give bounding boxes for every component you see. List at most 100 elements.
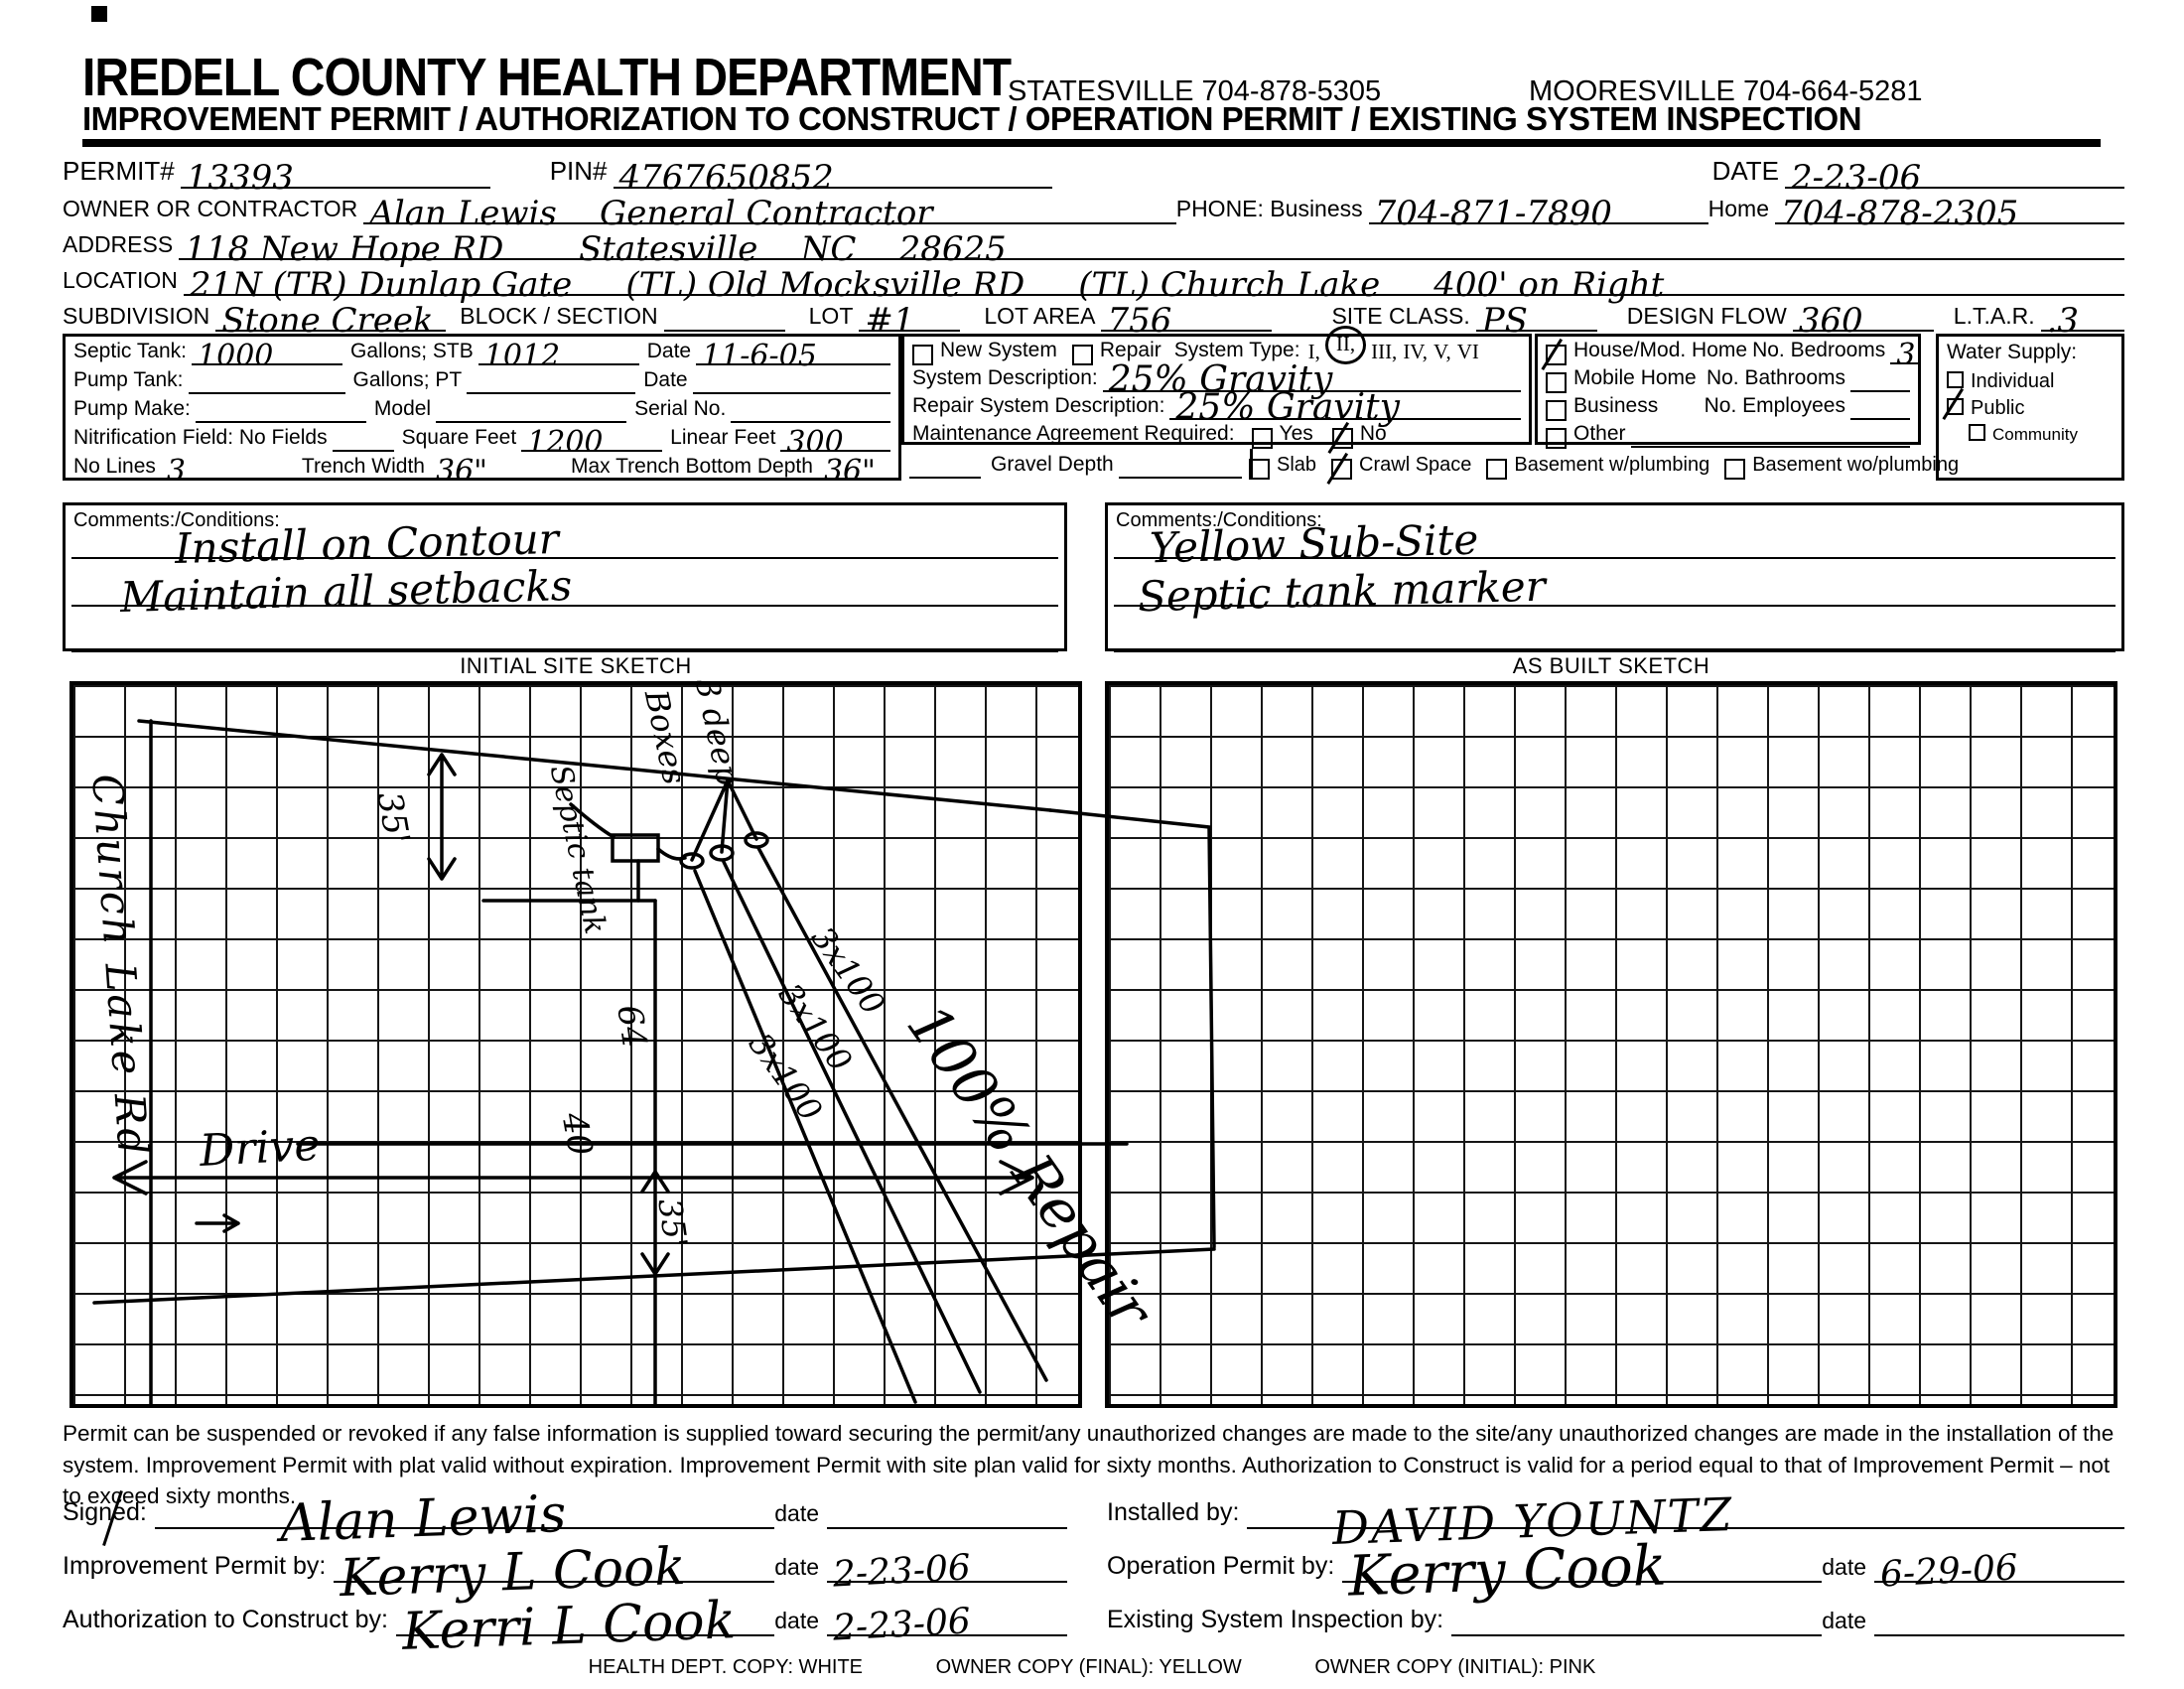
dimension-64-label: 64 (609, 1002, 654, 1051)
nitrification-row: Nitrification Field: No Fields Square Fe… (66, 423, 898, 460)
lot-area-field: 756 (1101, 304, 1273, 338)
drive-label: Drive (198, 1119, 322, 1177)
system-description-field: 25% Gravity (1102, 362, 1521, 398)
other-label: Other (1573, 422, 1626, 445)
maintenance-yes-label: Yes (1279, 422, 1313, 445)
phone-home-label: Home (1707, 196, 1769, 221)
max-depth-field: 36" (817, 457, 890, 487)
stb-date-label: Date (646, 340, 692, 362)
other-row: Other (1538, 420, 1918, 449)
business-row: Business No. Employees (1538, 392, 1918, 421)
repair-description-label: Repair System Description: (912, 394, 1165, 417)
existing-date-label: date (1822, 1608, 1866, 1633)
septic-tank-field: 1000 (192, 339, 343, 373)
signed-date-label: date (774, 1500, 819, 1526)
pump-make-row: Pump Make: Model Serial No. (66, 394, 898, 423)
operation-date-field: 6-29-06 (1874, 1548, 2124, 1596)
stb-field: 1012 (478, 339, 639, 373)
system-description-label: System Description: (912, 366, 1098, 389)
max-depth-label: Max Trench Bottom Depth (570, 455, 813, 478)
operation-permit-field: Kerry Cook (1342, 1533, 1823, 1609)
owner-field: Alan Lewis General Contractor (363, 197, 1176, 230)
pump-make-label: Pump Make: (73, 397, 191, 420)
maintenance-no-label: No (1359, 422, 1387, 445)
house-row: House/Mod. Home No. Bedrooms 3 (1538, 337, 1922, 370)
trench-width-label: Trench Width (301, 455, 425, 478)
pump-tank-field (188, 372, 345, 394)
legal-paragraph: Permit can be suspended or revoked if an… (63, 1421, 2115, 1508)
maintenance-no-checkbox (1331, 428, 1353, 449)
linear-feet-value: 300 (786, 425, 844, 460)
pin-value: 4767650852 (618, 158, 834, 199)
mobile-label: Mobile Home (1573, 366, 1697, 389)
phone-home-field: 704-878-2305 (1775, 197, 2124, 230)
owner-label: OWNER OR CONTRACTOR (63, 196, 358, 221)
septic-tank-value: 1000 (198, 339, 274, 373)
employees-field (1850, 398, 1910, 420)
site-class-field: PS (1475, 304, 1597, 338)
system-type-i: I, (1307, 340, 1320, 363)
maintenance-label: Maintenance Agreement Required: (912, 422, 1235, 445)
comment-line (1114, 650, 2116, 652)
repair-description-value: 25% Gravity (1175, 387, 1400, 429)
ltar-field: .3 (2040, 304, 2124, 338)
model-field (436, 401, 627, 423)
stb-value: 1012 (483, 339, 561, 373)
lot-area-value: 756 (1107, 301, 1172, 342)
basement-wo-plumbing-label: Basement wo/plumbing (1752, 454, 1960, 476)
crawl-space-label: Crawl Space (1359, 454, 1472, 476)
owner-value: Alan Lewis General Contractor (369, 194, 933, 234)
bedrooms-label: No. Bedrooms (1752, 339, 1886, 361)
existing-date-field (1874, 1615, 2124, 1636)
form-subtitle: IMPROVEMENT PERMIT / AUTHORIZATION TO CO… (82, 100, 1862, 137)
comments-left-line2: Maintain all setbacks (119, 561, 573, 622)
phone-business-value: 704-871-7890 (1374, 194, 1612, 234)
page-title: IREDELL COUNTY HEALTH DEPARTMENT (82, 49, 1012, 108)
existing-inspection-label: Existing System Inspection by: (1107, 1606, 1444, 1633)
subdivision-label: SUBDIVISION (63, 303, 210, 329)
comments-left-box: Comments:/Conditions: Install on Contour… (63, 502, 1067, 652)
no-lines-label: No Lines (73, 455, 156, 478)
square-feet-label: Square Feet (401, 426, 517, 449)
trench-width-field: 36" (429, 457, 561, 487)
community-checkbox (1969, 424, 1985, 441)
gravel-blank-field (909, 457, 981, 479)
title-underline (82, 139, 2101, 147)
stb-date-value: 11-6-05 (702, 339, 817, 373)
pin-field: 4767650852 (613, 161, 1052, 195)
nitrification-label: Nitrification Field: No Fields (73, 426, 328, 449)
copy-legend: HEALTH DEPT. COPY: WHITE OWNER COPY (FIN… (0, 1656, 2184, 1679)
signed-signature: Alan Lewis (278, 1483, 568, 1554)
water-supply-title: Water Supply: (1947, 341, 2078, 363)
authorization-date-value: 2-23-06 (831, 1601, 972, 1649)
address-value: 118 New Hope RD Statesville NC 28625 (185, 229, 1007, 270)
signed-date-field (827, 1507, 1067, 1529)
linear-feet-label: Linear Feet (670, 426, 776, 449)
system-type-ii-circled: II, (1324, 326, 1367, 364)
operation-permit-signature: Kerry Cook (1347, 1533, 1668, 1610)
subdivision-field: Stone Creek (215, 304, 447, 338)
pt-field (467, 372, 636, 394)
other-field (1630, 426, 1910, 448)
existing-inspection-row: Existing System Inspection by: date (1107, 1599, 2124, 1636)
authorization-date-label: date (774, 1608, 819, 1633)
house-label: House/Mod. Home (1573, 339, 1748, 361)
comment-line (1114, 605, 2116, 607)
system-type-row: New System Repair System Type: I, II, II… (904, 326, 1529, 365)
location-field: 21N (TR) Dunlap Gate (TL) Old Mocksville… (183, 268, 2124, 302)
permit-value: 13393 (186, 158, 294, 199)
existing-inspection-field (1451, 1615, 1823, 1636)
system-type-vi: VI (1456, 340, 1479, 363)
individual-label: Individual (1971, 370, 2055, 392)
operation-permit-label: Operation Permit by: (1107, 1552, 1335, 1580)
copy-yellow: OWNER COPY (FINAL): YELLOW (935, 1656, 1242, 1678)
serial-label: Serial No. (634, 397, 727, 420)
employees-label: No. Employees (1704, 394, 1845, 417)
business-label: Business (1573, 394, 1659, 417)
comment-line (71, 650, 1058, 652)
site-class-value: PS (1481, 301, 1528, 342)
maintenance-row: Maintenance Agreement Required: Yes No (904, 420, 1529, 449)
basement-w-plumbing-label: Basement w/plumbing (1514, 454, 1710, 476)
comments-left-label: Comments:/Conditions: (73, 509, 280, 531)
foundation-row: Slab Crawl Space Basement w/plumbing Bas… (1241, 449, 1959, 480)
